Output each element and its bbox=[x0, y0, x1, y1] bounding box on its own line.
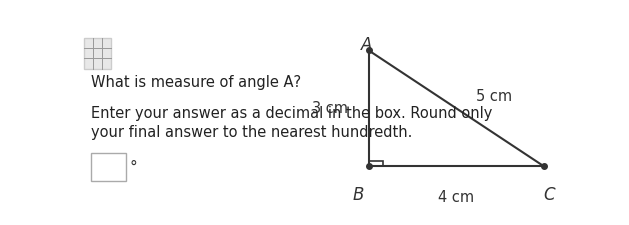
Text: A: A bbox=[360, 36, 372, 54]
Text: your final answer to the nearest hundredth.: your final answer to the nearest hundred… bbox=[91, 125, 412, 140]
Bar bbox=[84, 38, 111, 69]
Bar bbox=[91, 153, 126, 181]
Text: 3 cm: 3 cm bbox=[312, 101, 348, 116]
Bar bbox=[369, 161, 383, 166]
Text: 4 cm: 4 cm bbox=[438, 190, 474, 205]
Text: What is measure of angle A?: What is measure of angle A? bbox=[91, 75, 301, 90]
Text: Enter your answer as a decimal in the box. Round only: Enter your answer as a decimal in the bo… bbox=[91, 106, 492, 121]
Text: °: ° bbox=[130, 160, 138, 175]
Text: B: B bbox=[353, 186, 364, 204]
Text: 5 cm: 5 cm bbox=[476, 89, 512, 104]
Text: C: C bbox=[543, 186, 555, 204]
